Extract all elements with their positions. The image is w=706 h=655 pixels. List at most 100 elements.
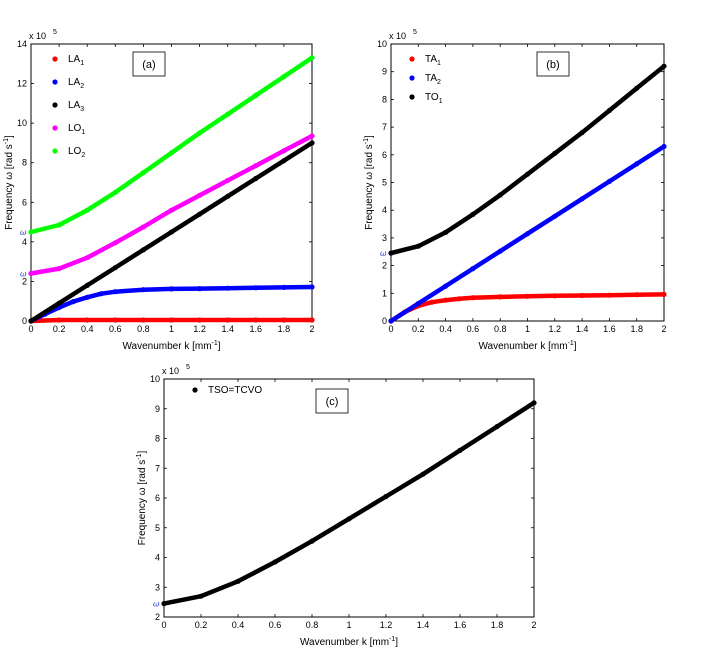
- x-axis-label-text: Wavenumber k [mm: [122, 341, 211, 352]
- data-point: [225, 177, 231, 184]
- x-tick-label: 1.2: [549, 324, 562, 334]
- data-point: [161, 601, 167, 607]
- y-tick-label: 5: [382, 178, 387, 188]
- data-point: [253, 92, 259, 98]
- data-point: [309, 133, 315, 139]
- omega-axis-marker: ω: [153, 600, 160, 609]
- legend-label-name: LA: [68, 77, 81, 88]
- y-tick-label: 8: [22, 158, 27, 168]
- data-point: [661, 63, 667, 69]
- data-point: [197, 317, 203, 323]
- x-tick-label: 1: [346, 620, 351, 630]
- y-tick-label: 2: [22, 276, 27, 286]
- y-tick-label: 1: [382, 288, 387, 298]
- data-point: [579, 292, 585, 299]
- legend-label: TSO=TCVO: [208, 385, 262, 396]
- data-point: [253, 285, 259, 291]
- data-point: [112, 240, 118, 246]
- data-point: [225, 285, 231, 291]
- data-point: [281, 284, 287, 290]
- y-tick-label: 3: [155, 582, 160, 592]
- data-point: [140, 224, 146, 230]
- x-axis-label-sup: -1: [389, 636, 395, 643]
- x-tick-label: 1: [525, 324, 530, 334]
- y-tick-label: 2: [155, 612, 160, 622]
- legend-label-name: TA: [425, 73, 437, 84]
- legend-marker: [52, 56, 58, 62]
- data-point: [415, 300, 421, 307]
- omega-axis-marker: ω: [20, 228, 27, 237]
- data-point: [309, 284, 315, 290]
- axis-multiplier: x 10: [29, 31, 46, 41]
- legend-label-name: TA: [425, 54, 437, 65]
- legend-label-sub: 2: [80, 83, 84, 90]
- data-point: [456, 296, 462, 302]
- data-point: [272, 559, 278, 565]
- legend-label-sub: 2: [437, 79, 441, 86]
- data-point: [494, 424, 500, 430]
- data-point: [28, 229, 34, 235]
- data-point: [606, 292, 613, 298]
- data-point: [168, 286, 175, 292]
- data-point: [281, 74, 287, 80]
- data-point: [470, 211, 476, 217]
- y-axis-label: Frequency ω [rad s-1]: [136, 450, 148, 545]
- data-point: [140, 247, 146, 253]
- data-point: [309, 55, 315, 61]
- legend-marker: [409, 75, 415, 81]
- panel-tag-label: (a): [142, 59, 155, 71]
- data-point: [606, 107, 613, 114]
- x-axis-label: Wavenumber k [mm-1]: [122, 340, 220, 352]
- data-point: [56, 266, 62, 272]
- x-tick-label: 0.2: [53, 324, 66, 334]
- data-point: [197, 211, 203, 217]
- y-tick-label: 6: [155, 493, 160, 503]
- data-point: [383, 493, 389, 500]
- x-tick-label: 2: [309, 324, 314, 334]
- data-point: [443, 283, 449, 289]
- data-point: [140, 317, 146, 323]
- x-tick-label: 0.4: [232, 620, 245, 630]
- x-axis-label-end: ]: [395, 637, 398, 648]
- data-point: [388, 250, 394, 256]
- data-point: [497, 248, 503, 254]
- y-axis-label-sup: -1: [136, 453, 143, 459]
- legend-label: LA2: [68, 77, 84, 90]
- data-point: [634, 292, 640, 298]
- y-tick-label: 7: [382, 122, 387, 132]
- x-tick-label: 0.6: [269, 620, 282, 630]
- plot-frame: [390, 43, 665, 322]
- x-axis-label-sup: -1: [212, 340, 218, 347]
- y-tick-label: 6: [382, 150, 387, 160]
- x-tick-label: 1.6: [454, 620, 467, 630]
- x-tick-label: 0.4: [81, 324, 94, 334]
- data-point: [253, 317, 259, 323]
- plot-frame: [163, 378, 535, 618]
- x-tick-label: 1.8: [630, 324, 643, 334]
- data-point: [84, 317, 90, 323]
- x-tick-label: 0.2: [412, 324, 425, 334]
- legend-label-sub: 1: [437, 60, 441, 67]
- data-point: [606, 178, 613, 184]
- y-axis-label-text: Frequency ω [rad s: [137, 460, 148, 546]
- data-point: [470, 266, 476, 272]
- data-point: [309, 317, 315, 323]
- x-tick-label: 1.4: [221, 324, 234, 334]
- y-tick-label: 9: [155, 404, 160, 414]
- x-tick-label: 0.6: [467, 324, 480, 334]
- x-tick-label: 0.8: [137, 324, 150, 334]
- legend-label: LO2: [68, 146, 85, 159]
- x-tick-label: 1.4: [417, 620, 430, 630]
- y-tick-label: 0: [22, 316, 27, 326]
- data-point: [552, 293, 558, 299]
- series-lo2: [28, 55, 315, 235]
- y-tick-label: 14: [17, 39, 27, 49]
- x-axis-label: Wavenumber k [mm-1]: [300, 636, 398, 648]
- chart-panel-a: 0 0.2 0.4 0.6 0.8 1 1.2 1.4 1.6 1.8 202468101214x …: [3, 29, 315, 352]
- data-point: [281, 317, 287, 323]
- data-point: [112, 265, 118, 271]
- y-tick-label: 5: [155, 523, 160, 533]
- axis-multiplier: x 10: [162, 366, 179, 376]
- data-point: [552, 213, 558, 219]
- legend-marker: [409, 94, 415, 100]
